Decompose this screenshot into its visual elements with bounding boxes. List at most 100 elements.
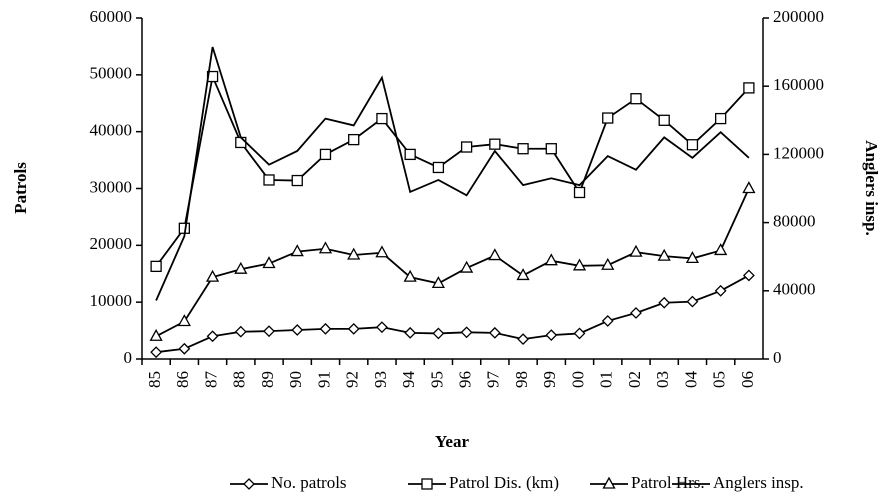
point-marker bbox=[348, 133, 360, 146]
x-tick-label: 93 bbox=[371, 371, 390, 388]
x-tick-label: 85 bbox=[145, 371, 164, 388]
point-marker bbox=[375, 245, 389, 258]
point-marker bbox=[290, 244, 304, 257]
point-marker bbox=[488, 326, 501, 339]
legend-label: No. patrols bbox=[271, 473, 347, 492]
y-tick-label: 40000 bbox=[90, 121, 133, 140]
y2-tick-label: 160000 bbox=[773, 75, 824, 94]
y-tick-label: 10000 bbox=[90, 291, 133, 310]
point-marker bbox=[517, 333, 529, 346]
point-marker bbox=[573, 186, 586, 199]
legend-label: Anglers insp. bbox=[713, 473, 804, 492]
point-marker bbox=[573, 327, 586, 340]
y-tick-label: 20000 bbox=[90, 234, 133, 253]
x-tick-label: 94 bbox=[399, 371, 418, 389]
legend-label: Patrol Hrs. bbox=[631, 473, 705, 492]
y-tick-label: 50000 bbox=[90, 64, 133, 83]
x-tick-label: 05 bbox=[710, 371, 729, 388]
point-marker bbox=[460, 260, 474, 273]
y2-tick-label: 40000 bbox=[773, 280, 816, 299]
point-marker bbox=[630, 307, 642, 319]
point-marker bbox=[432, 327, 445, 340]
point-marker bbox=[234, 261, 248, 274]
point-marker bbox=[460, 141, 473, 153]
point-marker bbox=[602, 112, 614, 124]
series-line bbox=[156, 274, 750, 354]
x-tick-label: 87 bbox=[201, 371, 220, 389]
point-marker bbox=[545, 143, 557, 155]
point-marker bbox=[178, 342, 191, 355]
x-tick-label: 03 bbox=[653, 371, 672, 388]
legend-marker bbox=[243, 478, 255, 490]
point-marker bbox=[715, 112, 727, 125]
point-marker bbox=[658, 296, 671, 309]
point-marker bbox=[601, 315, 614, 327]
point-marker bbox=[318, 241, 333, 254]
point-marker bbox=[686, 295, 699, 308]
point-marker bbox=[291, 174, 303, 187]
legend-label: Patrol Dis. (km) bbox=[449, 473, 559, 492]
point-marker bbox=[572, 258, 587, 271]
point-marker bbox=[205, 269, 220, 282]
x-tick-label: 89 bbox=[258, 371, 277, 388]
y2-tick-label: 200000 bbox=[773, 7, 824, 26]
point-marker bbox=[319, 322, 332, 335]
y2-tick-label: 120000 bbox=[773, 143, 824, 162]
y-tick-label: 0 bbox=[124, 348, 133, 367]
point-marker bbox=[657, 248, 671, 261]
point-marker bbox=[630, 93, 642, 105]
point-marker bbox=[404, 148, 416, 161]
series-line bbox=[155, 46, 750, 301]
point-marker bbox=[404, 326, 417, 339]
point-marker bbox=[658, 114, 670, 126]
point-marker bbox=[742, 269, 755, 282]
point-marker bbox=[347, 322, 360, 335]
series-line bbox=[155, 73, 750, 267]
point-marker bbox=[686, 139, 699, 151]
point-marker bbox=[742, 181, 756, 194]
point-marker bbox=[347, 247, 361, 260]
x-tick-label: 02 bbox=[625, 371, 644, 388]
y-tick-label: 30000 bbox=[90, 177, 133, 196]
point-marker bbox=[743, 82, 755, 94]
point-marker bbox=[403, 269, 417, 282]
point-marker bbox=[234, 325, 247, 338]
point-marker bbox=[489, 138, 501, 150]
x-tick-label: 86 bbox=[173, 371, 192, 388]
point-marker bbox=[376, 112, 388, 125]
x-tick-label: 06 bbox=[738, 371, 757, 388]
x-tick-label: 88 bbox=[230, 371, 249, 388]
point-marker bbox=[235, 136, 247, 149]
legend-marker bbox=[602, 476, 616, 489]
point-marker bbox=[516, 268, 530, 281]
y2-tick-label: 80000 bbox=[773, 212, 816, 231]
x-tick-label: 00 bbox=[568, 371, 587, 388]
x-tick-label: 04 bbox=[681, 371, 700, 389]
point-marker bbox=[714, 284, 727, 297]
point-marker bbox=[376, 321, 388, 334]
series-line bbox=[155, 188, 750, 338]
point-marker bbox=[149, 328, 163, 341]
point-marker bbox=[150, 260, 162, 273]
point-marker bbox=[262, 256, 276, 269]
y-axis-title: Patrols bbox=[11, 162, 30, 214]
x-tick-label: 90 bbox=[286, 371, 305, 388]
point-marker bbox=[432, 161, 445, 174]
point-marker bbox=[544, 253, 558, 266]
y2-axis-title: Anglers insp. bbox=[862, 140, 881, 235]
x-tick-label: 92 bbox=[343, 371, 362, 388]
x-tick-label: 91 bbox=[314, 371, 333, 388]
point-marker bbox=[685, 251, 700, 264]
point-marker bbox=[629, 244, 643, 257]
x-tick-label: 96 bbox=[456, 371, 475, 388]
point-marker bbox=[460, 326, 473, 339]
point-marker bbox=[517, 143, 529, 155]
point-marker bbox=[714, 243, 728, 256]
point-marker bbox=[177, 314, 191, 327]
point-marker bbox=[545, 329, 558, 342]
point-marker bbox=[601, 257, 615, 270]
point-marker bbox=[488, 248, 502, 261]
point-marker bbox=[291, 324, 304, 336]
x-tick-label: 99 bbox=[540, 371, 559, 388]
